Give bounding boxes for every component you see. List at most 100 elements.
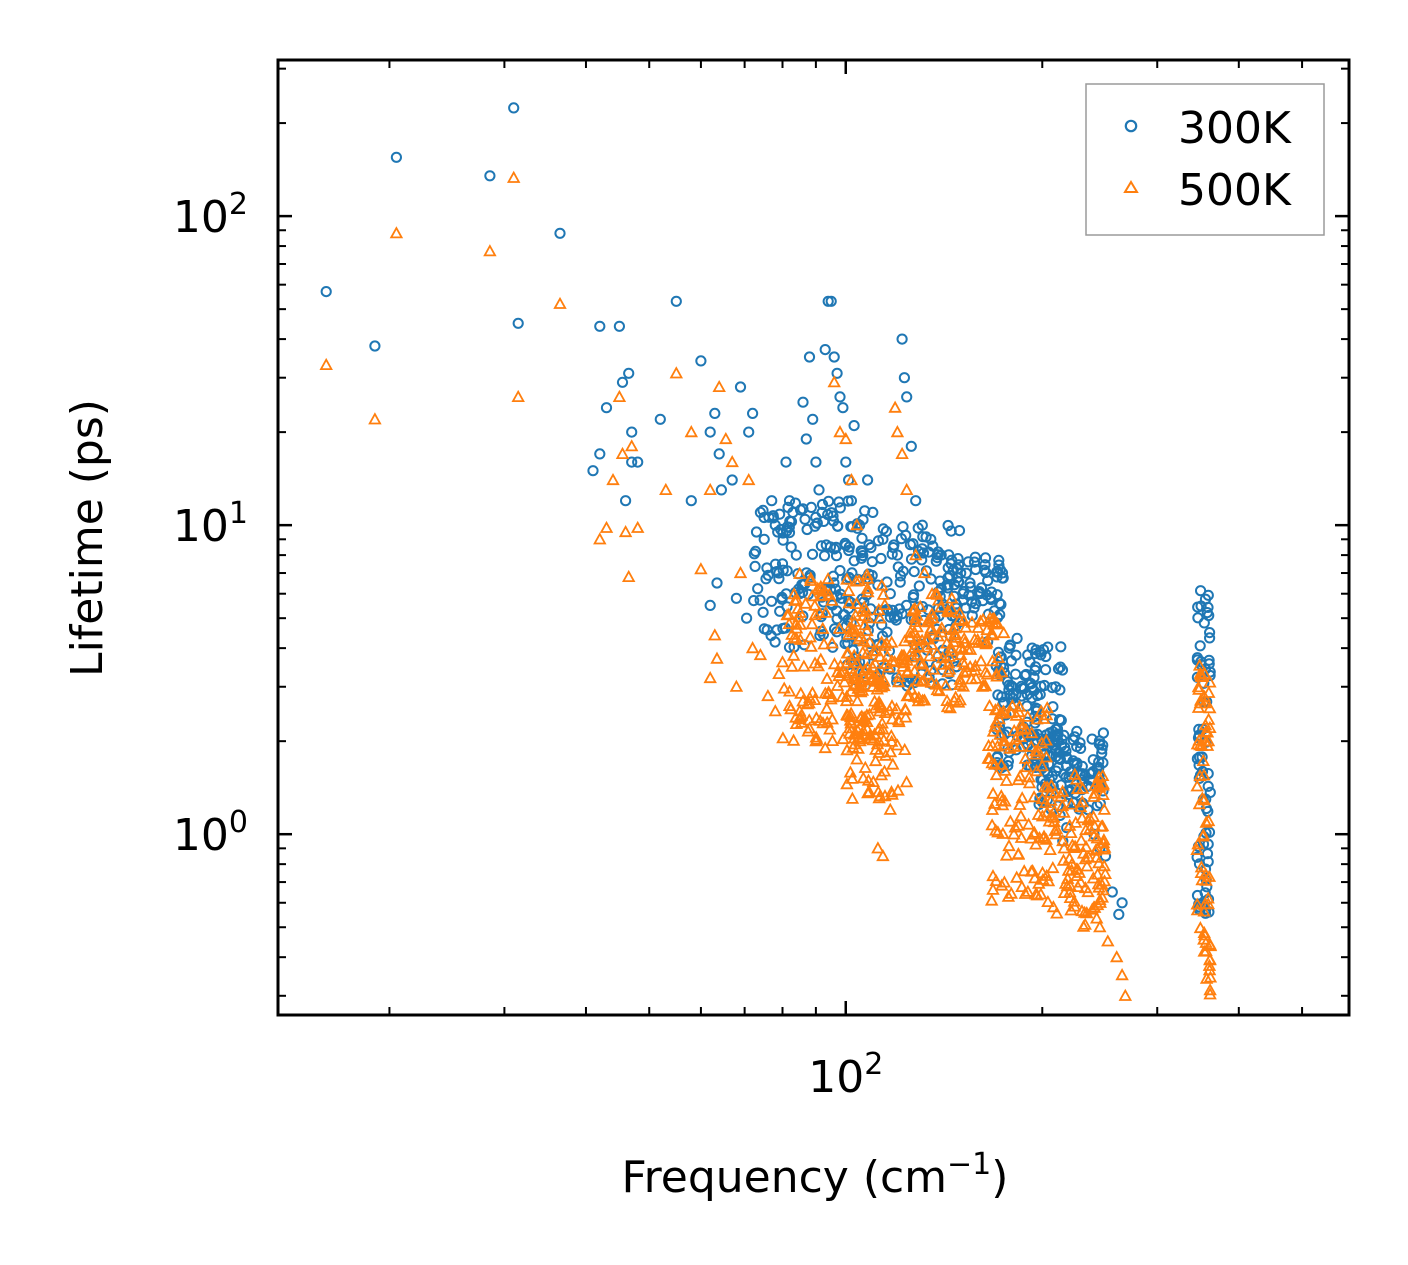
data-point-500k	[1015, 879, 1029, 892]
data-point-500k	[994, 757, 1009, 770]
data-point-500k	[926, 662, 941, 675]
data-point-500k	[1044, 808, 1058, 821]
data-point-500k	[810, 732, 824, 745]
data-point-300k	[620, 495, 632, 507]
data-point-500k	[840, 655, 855, 668]
data-point-300k	[985, 586, 998, 598]
data-point-300k	[948, 579, 961, 591]
data-point-300k	[898, 372, 911, 384]
data-point-300k	[1038, 679, 1051, 692]
data-point-500k	[860, 647, 874, 660]
data-point-300k	[774, 605, 786, 617]
data-point-300k	[780, 456, 792, 468]
legend-label-300k: 300K	[1178, 103, 1292, 154]
data-point-300k	[843, 595, 855, 607]
data-point-500k	[1095, 890, 1110, 903]
data-point-500k	[1118, 988, 1133, 1001]
data-point-300k	[709, 407, 721, 419]
legend-box	[1085, 83, 1325, 236]
data-point-500k	[483, 244, 497, 257]
data-point-300k	[925, 573, 937, 585]
data-point-500k	[511, 389, 525, 403]
plot-frame	[276, 58, 1351, 1017]
data-point-500k	[911, 694, 926, 707]
data-point-300k	[943, 549, 955, 561]
data-point-500k	[952, 606, 967, 619]
points-layer	[319, 102, 1218, 1001]
data-point-500k	[1199, 724, 1213, 737]
data-point-300k	[747, 407, 759, 419]
data-point-500k	[1078, 881, 1093, 894]
data-point-300k	[825, 295, 837, 307]
data-point-300k	[917, 547, 930, 559]
data-point-300k	[766, 495, 778, 507]
data-point-500k	[856, 771, 871, 784]
data-point-500k	[1062, 851, 1077, 864]
x-axis-label: Frequency (cm−1)	[622, 1147, 1009, 1203]
data-point-500k	[1190, 897, 1204, 910]
data-point-500k	[1097, 802, 1112, 815]
data-point-300k	[757, 606, 769, 618]
data-point-500k	[908, 548, 923, 561]
data-point-500k	[908, 611, 923, 624]
data-point-300k	[848, 555, 860, 567]
data-point-500k	[832, 621, 847, 634]
data-point-500k	[948, 621, 962, 634]
data-point-500k	[989, 715, 1003, 728]
data-point-500k	[875, 578, 889, 591]
data-point-500k	[825, 593, 839, 606]
data-point-300k	[890, 614, 902, 626]
data-point-500k	[954, 675, 968, 688]
data-point-300k	[1191, 851, 1203, 863]
data-point-500k	[885, 712, 899, 725]
data-point-300k	[616, 376, 629, 388]
data-point-500k	[794, 715, 809, 728]
data-point-500k	[814, 579, 828, 592]
data-point-500k	[1064, 797, 1079, 810]
data-point-500k	[995, 665, 1009, 678]
data-point-500k	[862, 785, 876, 798]
data-point-500k	[892, 669, 906, 682]
data-point-500k	[857, 671, 871, 684]
data-point-500k	[1203, 701, 1217, 714]
data-point-300k	[1020, 668, 1032, 681]
data-point-500k	[1197, 932, 1211, 945]
data-point-300k	[845, 521, 857, 533]
data-point-500k	[991, 650, 1006, 663]
data-point-500k	[811, 659, 826, 672]
data-point-500k	[850, 693, 865, 707]
x-axis-label-superscript: −1	[947, 1147, 991, 1182]
data-point-500k	[825, 636, 839, 649]
data-point-500k	[1091, 877, 1106, 890]
data-point-500k	[1040, 780, 1054, 793]
data-point-500k	[1046, 860, 1060, 874]
data-point-300k	[880, 525, 893, 538]
data-point-500k	[998, 763, 1012, 776]
data-point-300k	[771, 624, 783, 636]
data-point-300k	[913, 580, 925, 592]
data-point-500k	[1032, 830, 1047, 843]
data-point-300k	[995, 598, 1007, 611]
data-point-500k	[1197, 689, 1212, 702]
data-point-500k	[1012, 704, 1026, 718]
data-point-300k	[894, 576, 906, 588]
data-point-500k	[897, 656, 911, 669]
data-point-300k	[968, 556, 981, 568]
data-point-500k	[845, 791, 860, 804]
data-point-500k	[1201, 734, 1216, 747]
data-point-300k	[1047, 726, 1059, 738]
data-point-500k	[983, 611, 997, 624]
data-point-500k	[957, 631, 971, 644]
data-point-500k	[1064, 825, 1078, 838]
data-point-300k	[1003, 684, 1015, 696]
data-point-500k	[858, 663, 872, 676]
data-point-500k	[860, 571, 875, 584]
data-point-500k	[1194, 860, 1209, 873]
data-point-500k	[1203, 983, 1217, 996]
data-point-500k	[1063, 890, 1078, 903]
data-point-300k	[843, 544, 855, 557]
data-point-300k	[857, 550, 869, 562]
data-point-500k	[971, 620, 985, 633]
data-point-500k	[1013, 729, 1028, 742]
data-point-500k	[957, 665, 971, 678]
